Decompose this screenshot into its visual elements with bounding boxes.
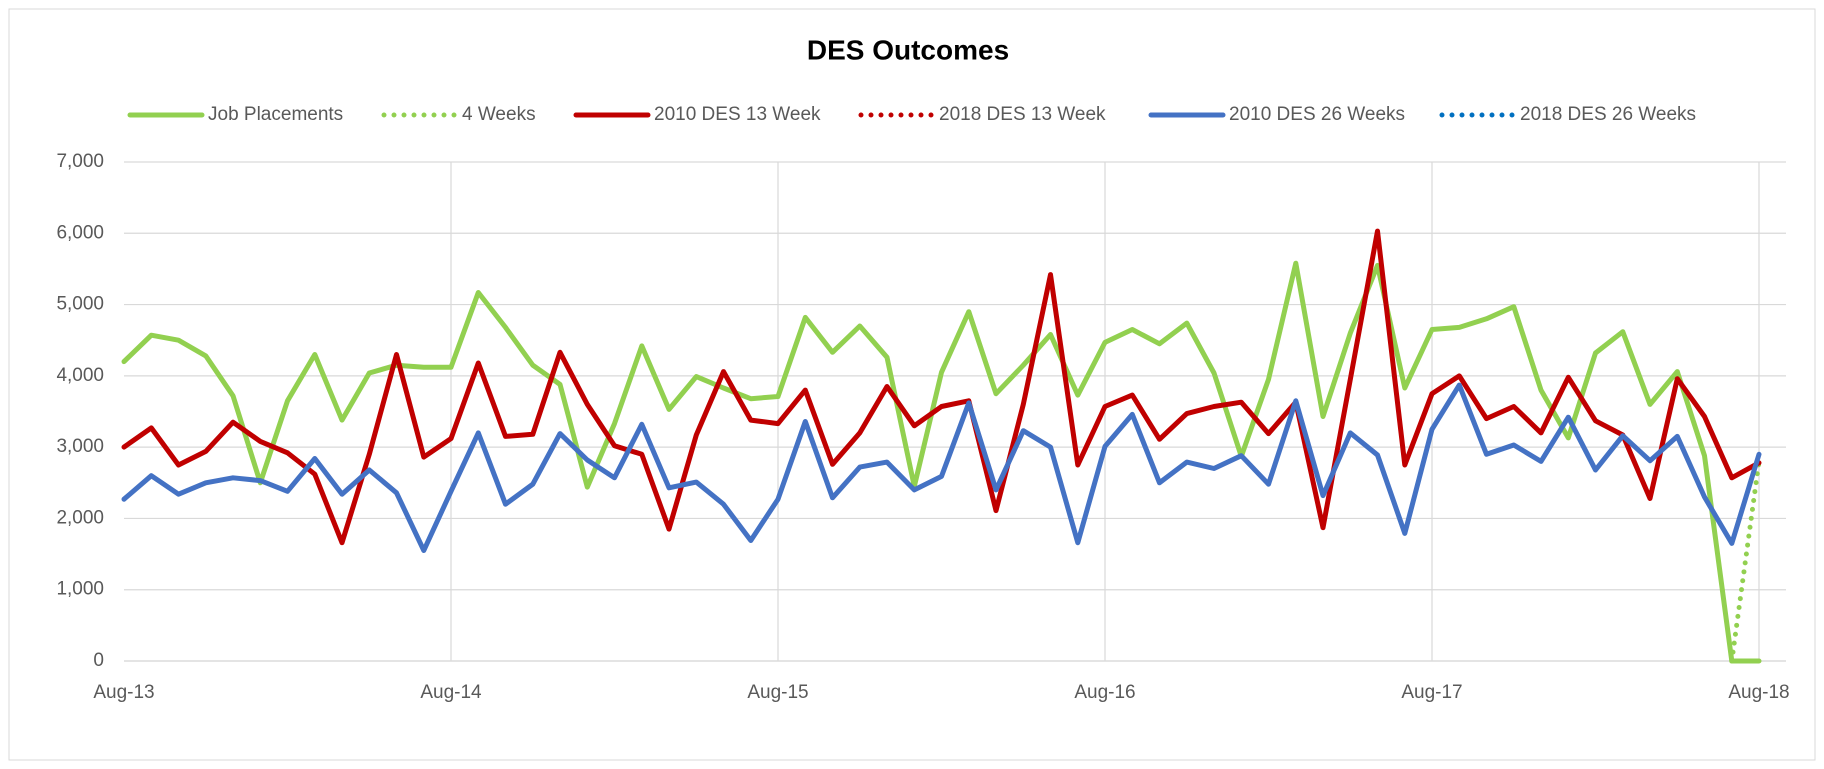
legend-label: 2010 DES 13 Week (654, 104, 821, 125)
y-tick-label: 3,000 (56, 436, 104, 457)
chart-frame (8, 8, 1816, 761)
series-line (1729, 458, 1762, 664)
y-tick-label: 1,000 (56, 579, 104, 600)
series-line (121, 228, 1762, 546)
series-line (121, 260, 1762, 664)
legend-label: 4 Weeks (462, 104, 536, 125)
x-tick-label: Aug-18 (1728, 682, 1789, 703)
legend-label: 2010 DES 26 Weeks (1229, 104, 1405, 125)
x-tick-label: Aug-15 (747, 682, 808, 703)
y-tick-label: 4,000 (56, 365, 104, 386)
legend-label: 2018 DES 13 Week (939, 104, 1106, 125)
y-tick-label: 5,000 (56, 294, 104, 315)
series-line (121, 382, 1762, 553)
x-tick-label: Aug-14 (420, 682, 482, 703)
y-tick-label: 7,000 (56, 151, 104, 172)
legend-label: Job Placements (208, 104, 343, 125)
legend-label: 2018 DES 26 Weeks (1520, 104, 1696, 125)
x-tick-label: Aug-13 (93, 682, 154, 703)
y-tick-label: 2,000 (56, 507, 104, 528)
x-tick-label: Aug-16 (1074, 682, 1135, 703)
y-tick-label: 0 (93, 650, 104, 671)
y-tick-label: 6,000 (56, 222, 104, 243)
x-tick-label: Aug-17 (1401, 682, 1462, 703)
chart-title: DES Outcomes (807, 34, 1009, 65)
